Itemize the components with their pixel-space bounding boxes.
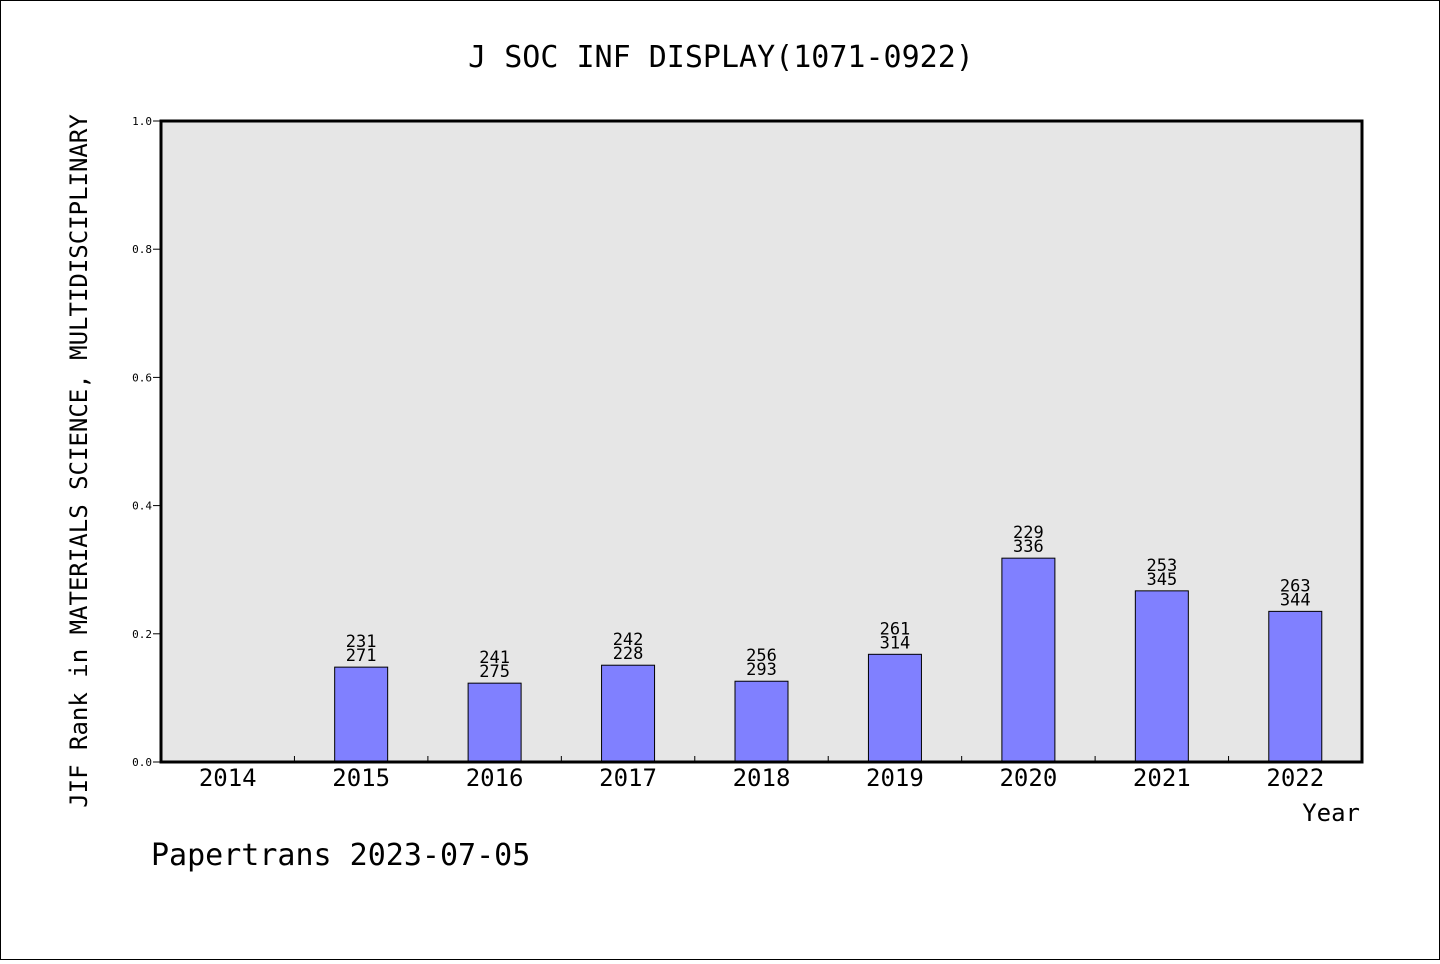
x-tick-label: 2017 (599, 764, 657, 792)
bar-rank-label: 242 (613, 630, 644, 650)
y-tick-label: 0.4 (132, 500, 152, 513)
bar-total-label: 271 (346, 646, 377, 666)
x-tick-label: 2020 (999, 764, 1057, 792)
bar-total-label: 275 (479, 662, 510, 682)
bar (1134, 590, 1189, 763)
bar-rank-label: 229 (1013, 523, 1044, 543)
bar-total-label: 344 (1280, 590, 1311, 610)
y-tick-label: 0.6 (132, 371, 152, 384)
x-axis-label: Year (1302, 799, 1360, 827)
bar (1268, 610, 1323, 763)
x-tick-label: 2019 (866, 764, 924, 792)
x-tick-label: 2015 (332, 764, 390, 792)
y-axis: 0.0 0.2 0.4 0.6 0.8 1.0 (132, 115, 161, 769)
y-tick-label: 1.0 (132, 115, 152, 128)
bar-total-label: 228 (613, 644, 644, 664)
bar (334, 666, 389, 763)
chart-title: J SOC INF DISPLAY(1071-0922) (468, 40, 974, 75)
x-tick-label: 2016 (466, 764, 524, 792)
bar-total-label: 293 (746, 660, 777, 680)
x-tick-label: 2021 (1133, 764, 1191, 792)
bar-rank-label: 241 (479, 648, 510, 668)
bar (734, 680, 789, 763)
bar-rank-label: 253 (1146, 556, 1177, 576)
bar-rank-label: 261 (880, 619, 911, 639)
bar (467, 682, 522, 763)
x-tick-label: 2018 (733, 764, 791, 792)
bar-rank-label: 256 (746, 646, 777, 666)
x-axis: 2014 2015 2016 2017 2018 2019 2020 2021 2022 (199, 756, 1324, 792)
y-tick-label: 0.8 (132, 243, 152, 256)
bar (1001, 557, 1056, 763)
x-tick-label: 2022 (1266, 764, 1324, 792)
bar (867, 653, 922, 763)
bar-rank-label: 263 (1280, 576, 1311, 596)
bar (601, 664, 656, 763)
bar-rank-label: 231 (346, 632, 377, 652)
footer-text: Papertrans 2023-07-05 (151, 838, 530, 873)
y-tick-label: 0.0 (132, 756, 152, 769)
plot-border (159, 119, 1364, 764)
x-tick-label: 2014 (199, 764, 257, 792)
bar-total-label: 345 (1146, 570, 1177, 590)
bar-total-label: 336 (1013, 537, 1044, 557)
y-tick-label: 0.2 (132, 628, 152, 641)
y-axis-label: JIF Rank in MATERIALS SCIENCE, MULTIDISC… (65, 114, 93, 808)
bar-total-label: 314 (880, 633, 911, 653)
